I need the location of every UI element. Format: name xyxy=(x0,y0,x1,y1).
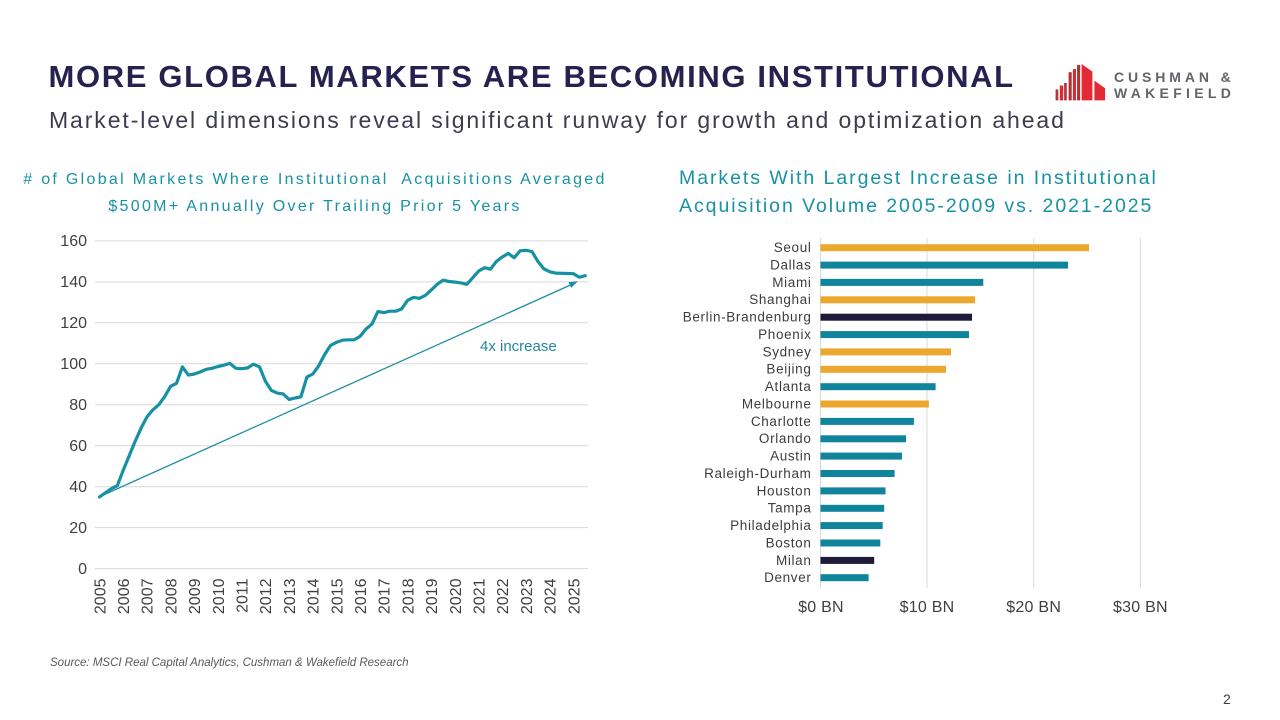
svg-text:2017: 2017 xyxy=(377,578,394,614)
svg-text:Raleigh-Durham: Raleigh-Durham xyxy=(704,466,811,481)
svg-text:4x increase: 4x increase xyxy=(480,338,557,355)
svg-text:Berlin-Brandenburg: Berlin-Brandenburg xyxy=(683,310,812,325)
svg-text:Atlanta: Atlanta xyxy=(765,379,812,394)
svg-text:2014: 2014 xyxy=(306,578,323,614)
svg-text:2016: 2016 xyxy=(353,578,370,614)
svg-text:60: 60 xyxy=(69,438,87,455)
svg-text:$10 BN: $10 BN xyxy=(900,599,955,616)
svg-text:100: 100 xyxy=(60,356,87,373)
svg-text:80: 80 xyxy=(69,397,87,414)
svg-text:Beijing: Beijing xyxy=(766,362,811,377)
svg-text:2008: 2008 xyxy=(163,578,180,614)
svg-text:Miami: Miami xyxy=(772,275,811,290)
svg-text:2007: 2007 xyxy=(140,578,157,614)
svg-text:20: 20 xyxy=(69,520,87,537)
svg-text:Seoul: Seoul xyxy=(774,240,812,255)
svg-text:2006: 2006 xyxy=(116,578,133,614)
svg-text:$30 BN: $30 BN xyxy=(1113,599,1168,616)
svg-text:120: 120 xyxy=(60,315,87,332)
svg-text:Philadelphia: Philadelphia xyxy=(730,518,811,533)
svg-text:2012: 2012 xyxy=(258,578,275,614)
svg-text:Boston: Boston xyxy=(766,535,812,550)
svg-text:Charlotte: Charlotte xyxy=(751,414,812,429)
svg-text:WAKEFIELD: WAKEFIELD xyxy=(1114,85,1235,101)
svg-text:Dallas: Dallas xyxy=(770,258,811,273)
svg-text:Milan: Milan xyxy=(776,553,812,568)
svg-text:Houston: Houston xyxy=(757,483,812,498)
svg-text:2020: 2020 xyxy=(448,578,465,614)
svg-text:Shanghai: Shanghai xyxy=(749,292,811,307)
svg-text:Austin: Austin xyxy=(770,449,811,464)
svg-text:Orlando: Orlando xyxy=(759,431,812,446)
svg-text:Denver: Denver xyxy=(764,570,811,585)
svg-text:$20 BN: $20 BN xyxy=(1006,599,1061,616)
svg-text:2019: 2019 xyxy=(424,578,441,614)
svg-text:CUSHMAN &: CUSHMAN & xyxy=(1114,69,1235,85)
svg-text:Tampa: Tampa xyxy=(768,501,812,516)
svg-text:2015: 2015 xyxy=(329,578,346,614)
svg-text:160: 160 xyxy=(60,233,87,250)
svg-text:2025: 2025 xyxy=(566,578,583,614)
svg-text:Melbourne: Melbourne xyxy=(742,396,812,411)
svg-text:Phoenix: Phoenix xyxy=(758,327,811,342)
svg-text:40: 40 xyxy=(69,479,87,496)
svg-text:2024: 2024 xyxy=(543,578,560,614)
svg-text:2022: 2022 xyxy=(495,578,512,614)
svg-text:2023: 2023 xyxy=(519,578,536,614)
svg-text:2005: 2005 xyxy=(92,578,109,614)
svg-text:2009: 2009 xyxy=(187,578,204,614)
svg-text:2010: 2010 xyxy=(211,578,228,614)
svg-text:2013: 2013 xyxy=(282,578,299,614)
svg-text:2021: 2021 xyxy=(472,578,489,614)
svg-text:140: 140 xyxy=(60,274,87,291)
svg-text:$0 BN: $0 BN xyxy=(798,599,844,616)
svg-text:Sydney: Sydney xyxy=(763,344,812,359)
svg-text:0: 0 xyxy=(78,561,87,578)
svg-text:2018: 2018 xyxy=(400,578,417,614)
svg-text:2011: 2011 xyxy=(235,578,252,613)
